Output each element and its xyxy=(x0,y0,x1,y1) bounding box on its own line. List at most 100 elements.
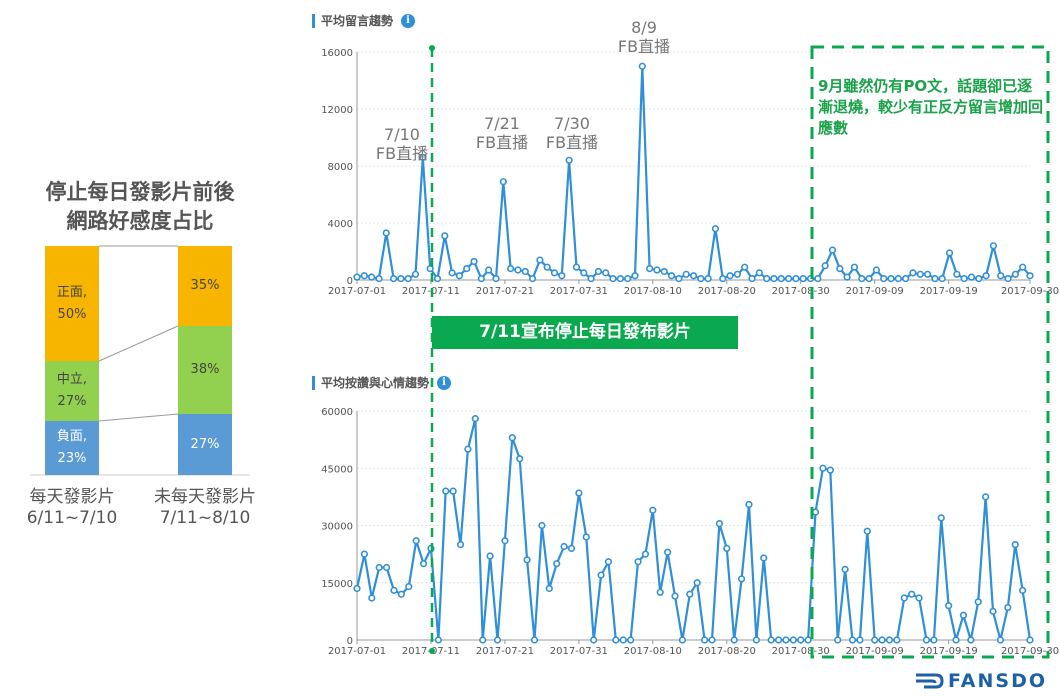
x-tick-label: 2017-09-19 xyxy=(920,646,978,657)
data-point xyxy=(434,636,442,644)
y-tick-label: 45000 xyxy=(321,464,353,475)
y-tick-label: 8000 xyxy=(328,162,353,173)
data-point xyxy=(530,636,539,644)
data-point xyxy=(804,636,812,644)
data-point xyxy=(441,232,449,240)
data-point xyxy=(856,636,864,644)
data-point xyxy=(974,598,982,606)
bar1-caption-line1: 每天發影片 xyxy=(29,487,115,507)
bar1-neutral-name: 中立, xyxy=(56,372,88,387)
data-point xyxy=(848,636,857,644)
x-tick-label: 2017-09-19 xyxy=(920,286,978,297)
title-accent-bar xyxy=(312,13,315,28)
data-point xyxy=(536,256,544,264)
x-tick-label: 2017-07-31 xyxy=(550,646,608,657)
data-point xyxy=(426,265,434,273)
data-point xyxy=(923,270,932,278)
info-icon[interactable]: i xyxy=(437,375,452,390)
data-point xyxy=(675,274,683,283)
data-point xyxy=(723,544,731,553)
data-point xyxy=(1004,274,1012,283)
y-tick-label: 30000 xyxy=(321,522,353,533)
data-point xyxy=(646,265,654,273)
data-point xyxy=(945,602,953,610)
data-point xyxy=(567,544,576,553)
x-tick-label: 2017-08-20 xyxy=(698,646,756,657)
data-point xyxy=(572,263,581,271)
sentiment-title-line2: 網路好感度占比 xyxy=(66,209,214,233)
data-point xyxy=(375,563,383,572)
annotation-0710: 7/10 FB直播 xyxy=(362,125,442,163)
bar2-neutral-pct: 38% xyxy=(190,362,220,377)
data-point xyxy=(653,266,661,274)
data-point xyxy=(834,636,842,644)
data-point xyxy=(1019,263,1027,271)
data-point xyxy=(619,636,627,644)
data-point xyxy=(931,274,939,283)
data-point xyxy=(624,274,632,283)
reactions-chart-title-text: 平均按讚與心情趨勢 xyxy=(321,376,430,390)
data-point xyxy=(390,586,398,594)
data-point xyxy=(1011,540,1019,549)
sentiment-title: 停止每日發影片前後 網路好感度占比 xyxy=(0,178,280,236)
y-tick-label: 60000 xyxy=(321,407,353,418)
data-point xyxy=(667,272,676,280)
data-point xyxy=(777,274,785,283)
divider-top-marker xyxy=(429,45,435,51)
data-point xyxy=(664,548,672,556)
data-point xyxy=(604,558,613,566)
data-point xyxy=(514,266,522,274)
data-point xyxy=(501,537,509,545)
x-tick-label: 2017-08-20 xyxy=(698,286,756,297)
data-point xyxy=(693,579,701,587)
annotation-0710-date: 7/10 xyxy=(384,125,420,144)
y-tick-label: 16000 xyxy=(321,48,353,59)
data-point xyxy=(397,274,405,283)
data-point xyxy=(871,636,879,644)
data-point xyxy=(741,263,749,271)
data-point xyxy=(1004,603,1012,612)
bar1-negative: 負面, 23% xyxy=(45,421,99,475)
bar2-positive: 35% xyxy=(178,246,232,326)
brand-logo-text: FANSDO xyxy=(948,670,1048,692)
data-point xyxy=(631,272,639,280)
x-tick-label: 2017-07-01 xyxy=(328,286,386,297)
x-tick-label: 2017-07-01 xyxy=(328,646,386,657)
data-point xyxy=(996,636,1005,644)
info-icon[interactable]: i xyxy=(401,13,416,28)
data-point xyxy=(719,274,727,283)
data-point xyxy=(382,563,391,572)
data-point xyxy=(368,273,376,281)
sentiment-connectors xyxy=(30,245,250,476)
data-point xyxy=(464,445,472,453)
data-point xyxy=(689,272,698,280)
data-point xyxy=(360,550,368,558)
data-point xyxy=(909,269,917,277)
data-point xyxy=(767,636,775,644)
data-point xyxy=(982,493,990,501)
data-point xyxy=(528,274,537,283)
data-point xyxy=(521,267,529,276)
data-point xyxy=(397,590,405,598)
data-point xyxy=(382,229,390,237)
data-point xyxy=(872,266,880,274)
data-point xyxy=(678,636,687,644)
data-point xyxy=(597,571,605,579)
bar2-negative-pct: 27% xyxy=(190,436,220,452)
data-point xyxy=(404,274,412,283)
data-point xyxy=(419,560,428,568)
data-point xyxy=(763,274,771,283)
data-point xyxy=(553,560,561,568)
data-point xyxy=(353,584,361,593)
data-point xyxy=(412,537,420,545)
data-point xyxy=(649,506,657,514)
comments-chart-title: 平均留言趨勢 i xyxy=(312,12,416,29)
data-point xyxy=(419,153,427,162)
data-point xyxy=(477,274,485,283)
data-point xyxy=(565,156,573,164)
data-point xyxy=(902,274,910,283)
data-point xyxy=(516,455,524,463)
data-point xyxy=(760,554,768,562)
data-point xyxy=(368,594,376,602)
